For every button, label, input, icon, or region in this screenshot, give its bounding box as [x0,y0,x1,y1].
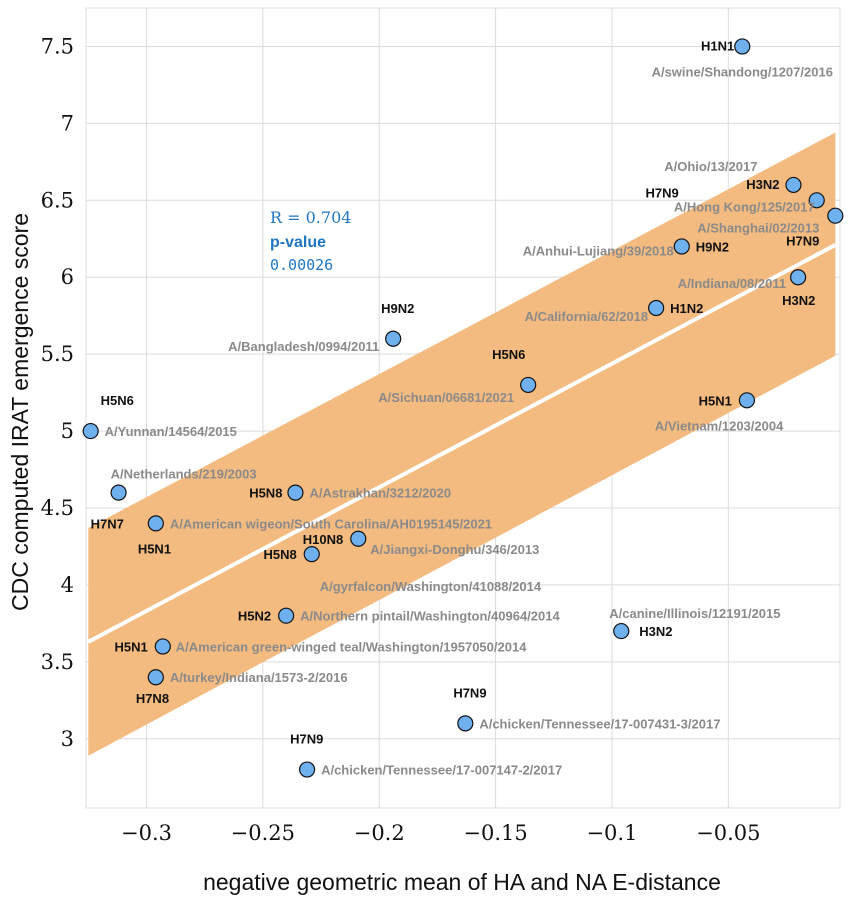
data-point [287,484,304,501]
point-strain-label: A/Bangladesh/0994/2011 [228,339,379,354]
point-subtype-label: H7N7 [91,517,124,532]
point-strain-label: A/Vietnam/1203/2004 [655,418,784,433]
x-tick-label: −0.1 [586,821,637,845]
data-point [785,176,802,194]
point-strain-label: A/chicken/Tennessee/17-007147-2/2017 [321,763,562,778]
y-tick-label: 7 [61,111,74,135]
point-strain-label: A/American green-winged teal/Washington/… [176,639,527,654]
data-point [82,422,99,440]
plot-frame [85,7,841,809]
data-point [303,546,320,563]
point-strain-label: A/Northern pintail/Washington/40964/2014 [300,609,560,624]
data-point [154,638,171,655]
y-tick-label: 6.5 [41,188,74,212]
point-subtype-label: H7N9 [290,732,323,747]
point-strain-label: A/Indiana/08/2011 [678,276,786,291]
data-point [278,607,295,624]
point-strain-label: A/swine/Shandong/1207/2016 [652,64,833,79]
data-point [110,484,127,501]
data-point [613,622,630,640]
point-subtype-label: H5N8 [249,486,282,501]
data-point [808,192,825,209]
point-subtype-label: H7N9 [453,685,486,700]
point-strain-label: A/Anhui-Lujiang/39/2018 [523,243,674,258]
stats-r-label: R = 0.704 [270,208,351,227]
data-point [147,515,164,532]
x-tick-label: −0.15 [463,821,527,845]
data-point [790,269,807,286]
point-strain-label: A/canine/Illinois/12191/2015 [609,606,780,621]
x-tick-label: −0.3 [121,821,172,845]
data-point [738,392,756,409]
point-strain-label: A/Shanghai/02/2013 [697,221,819,236]
point-labels-layer: H1N1 A/swine/Shandong/1207/2016 H3N2 A/Ohio… [91,38,833,777]
point-strain-label: A/Hong Kong/125/2017 [674,199,815,214]
point-subtype-label: H10N8 [303,532,343,547]
regression-line [87,243,837,644]
point-strain-label: A/Ohio/13/2017 [664,159,757,174]
y-tick-label: 4.5 [41,496,74,520]
y-tick-labels: 3 3.5 4 4.5 5 5.5 6 6.5 7 7.5 [41,34,74,750]
point-strain-label: A/Netherlands/219/2003 [111,467,257,482]
y-tick-label: 5 [61,419,74,443]
point-subtype-label: H7N9 [645,185,678,200]
point-strain-label: A/American wigeon/South Carolina/AH01951… [170,516,492,531]
y-tick-label: 4 [61,573,74,597]
point-strain-label: A/Astrakhan/3212/2020 [309,486,451,501]
x-axis-title: negative geometric mean of HA and NA E-d… [203,869,721,895]
point-subtype-label: H5N8 [263,547,296,562]
point-subtype-label: H5N1 [699,393,732,408]
point-subtype-label: H5N1 [138,541,171,556]
y-axis-title: CDC computed IRAT emergence score [7,213,33,611]
point-strain-label: A/Yunnan/14564/2015 [105,424,237,439]
data-point [385,330,402,347]
point-subtype-label: H5N6 [101,393,134,408]
x-tick-label: −0.25 [231,821,295,845]
x-tick-label: −0.05 [696,821,760,845]
stats-p-value: 0.00026 [270,256,333,274]
point-subtype-label: H5N1 [115,639,148,654]
data-point [147,669,164,686]
data-point [648,299,665,317]
y-tick-label: 7.5 [41,34,74,58]
data-point [827,207,844,224]
point-subtype-label: H1N2 [670,301,703,316]
y-tick-label: 5.5 [41,342,74,366]
point-subtype-label: H3N2 [746,177,779,192]
point-subtype-label: H9N2 [381,301,414,316]
data-point [520,376,537,394]
point-strain-label: A/gyrfalcon/Washington/41088/2014 [320,579,542,594]
stats-p-label: p-value [270,234,326,251]
y-tick-label: 6 [61,265,74,289]
point-strain-label: A/chicken/Tennessee/17-007431-3/2017 [479,716,720,731]
point-subtype-label: H9N2 [696,239,729,254]
point-subtype-label: H5N2 [238,609,271,624]
point-subtype-label: H7N9 [786,234,819,249]
y-tick-label: 3 [61,727,74,751]
point-subtype-label: H3N2 [782,293,815,308]
point-strain-label: A/California/62/2018 [525,309,649,324]
point-subtype-label: H7N8 [136,691,169,706]
x-tick-label: −0.2 [354,821,405,845]
point-subtype-label: H3N2 [639,624,672,639]
data-point [673,238,690,255]
point-strain-label: A/Sichuan/06681/2021 [378,390,514,405]
points-layer [82,38,844,778]
point-strain-label: A/Jiangxi-Donghu/346/2013 [370,542,539,557]
data-point [298,761,316,778]
x-tick-labels: −0.3 −0.25 −0.2 −0.15 −0.1 −0.05 [121,821,760,845]
data-point [350,530,367,547]
data-point [457,715,474,732]
y-tick-label: 3.5 [41,650,74,674]
point-subtype-label: H5N6 [492,347,525,362]
point-subtype-label: H1N1 [701,38,734,53]
point-strain-label: A/turkey/Indiana/1573-2/2016 [170,670,348,685]
data-point [734,38,751,55]
